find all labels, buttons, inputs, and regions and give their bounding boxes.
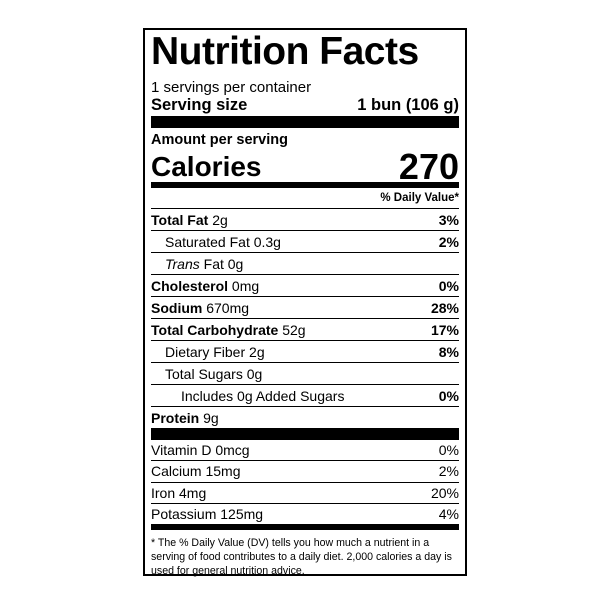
nutrient-name: Total Fat	[151, 212, 209, 228]
vitamin-amount: 4mg	[179, 484, 207, 501]
daily-value: 20%	[430, 484, 459, 501]
nutrient: Trans Fat 0g	[151, 253, 243, 274]
nutrient-row: Total Fat 2g 3%	[151, 209, 459, 231]
nutrient-amount: 0g	[246, 366, 263, 382]
daily-value: 0%	[438, 442, 459, 458]
servings: 1 servings per container	[151, 79, 312, 96]
vitamin: Vitamin D 0mcg	[151, 440, 250, 460]
nutrient-name: Sodium	[151, 300, 203, 316]
nutrient: Total Fat 2g	[151, 209, 228, 230]
serving-size-label: Serving size	[151, 96, 248, 114]
nutrient: Total Sugars 0g	[151, 363, 262, 384]
vitamins: Vitamin D 0mcg 0% Calcium 15mg 2% Iron 4mg 20…	[151, 440, 459, 524]
calories: Calories 270	[151, 146, 459, 187]
title: Nutrition Facts	[151, 30, 419, 73]
vitamin: Potassium 125mg	[151, 504, 263, 524]
vitamin-amount: 15mg	[205, 463, 241, 480]
nutrient-amount: 670mg	[206, 300, 250, 316]
vitamin-row: Potassium 125mg 4%	[151, 504, 459, 524]
nutrient-name: Total Carbohydrate	[151, 322, 279, 338]
amount-label: Amount per serving	[151, 132, 288, 148]
dv-header: % Daily Value*	[151, 188, 459, 209]
vitamin-amount: 125mg	[220, 505, 264, 522]
daily-value: 17%	[430, 322, 459, 338]
nutrient-amount: 0.3g	[253, 234, 281, 250]
footnote: * The % Daily Value (DV) tells you how m…	[151, 537, 452, 578]
vitamin-row: Vitamin D 0mcg 0%	[151, 440, 459, 462]
nutrition-label: Nutrition Facts 1 servings per container…	[143, 28, 467, 578]
vitamin-name: Potassium	[151, 505, 217, 522]
nutrient: Sodium 670mg	[151, 297, 249, 318]
nutrient-amount: 52g	[282, 322, 306, 338]
vitamin: Iron 4mg	[151, 483, 206, 503]
nutrient-name: Total Sugars	[165, 366, 243, 382]
daily-value: 8%	[438, 344, 459, 360]
nutrient-row: Total Sugars 0g	[151, 363, 459, 385]
daily-value: 2%	[438, 234, 459, 250]
nutrient-name: Fat	[203, 256, 224, 272]
nutrient-row: Sodium 670mg 28%	[151, 297, 459, 319]
daily-value: 0%	[438, 278, 459, 294]
nutrient: Dietary Fiber 2g	[151, 341, 265, 362]
nutrient-row: Saturated Fat 0.3g 2%	[151, 231, 459, 253]
nutrient-name: Protein	[151, 410, 200, 426]
calories-value: 270	[398, 146, 459, 187]
nutrient-row: Trans Fat 0g	[151, 253, 459, 275]
nutrient-row: Total Carbohydrate 52g 17%	[151, 319, 459, 341]
nutrient: Cholesterol 0mg	[151, 275, 259, 296]
divider	[151, 116, 459, 128]
divider	[151, 428, 459, 440]
nutrient-name: Dietary Fiber	[165, 344, 246, 360]
nutrient: Total Carbohydrate 52g	[151, 319, 306, 340]
vitamin-name: Vitamin D	[151, 442, 212, 458]
daily-value: 3%	[438, 212, 459, 228]
daily-value: 28%	[430, 300, 459, 316]
daily-value: 2%	[438, 463, 459, 480]
serving-size: Serving size 1 bun (106 g)	[151, 96, 459, 116]
nutrient: Saturated Fat 0.3g	[151, 231, 281, 252]
daily-value: 4%	[438, 505, 459, 522]
divider	[151, 182, 459, 188]
nutrient-name: Cholesterol	[151, 278, 229, 294]
nutrient-amount: 0mg	[231, 278, 260, 294]
nutrient: Includes 0g Added Sugars	[151, 385, 344, 406]
nutrient-amount: 9g	[203, 410, 219, 426]
vitamin-row: Iron 4mg 20%	[151, 483, 459, 504]
nutrient-amount: 0g	[227, 256, 244, 272]
divider	[151, 524, 459, 531]
vitamin-name: Iron	[151, 484, 176, 501]
vitamin-name: Calcium	[151, 463, 202, 480]
nutrient-row: Includes 0g Added Sugars 0%	[151, 385, 459, 407]
nutrient-row: Cholesterol 0mg 0%	[151, 275, 459, 297]
serving-size-value: 1 bun (106 g)	[357, 96, 459, 114]
nutrient-name: Saturated Fat	[165, 234, 250, 250]
nutrient-amount: 2g	[212, 212, 228, 228]
nutrient-amount: 2g	[249, 344, 265, 360]
nutrient-prefix: Trans	[165, 256, 200, 272]
nutrient: Protein 9g	[151, 407, 219, 428]
nutrient-row: Dietary Fiber 2g 8%	[151, 341, 459, 363]
nutrient-name: Includes 0g Added Sugars	[181, 388, 345, 404]
vitamin-amount: 0mcg	[215, 442, 250, 458]
nutrients: Total Fat 2g 3% Saturated Fat 0.3g 2% Trans …	[151, 209, 459, 428]
vitamin-row: Calcium 15mg 2%	[151, 461, 459, 483]
calories-label: Calories	[151, 151, 262, 182]
daily-value: 0%	[438, 388, 459, 404]
nutrient-row: Protein 9g	[151, 407, 459, 428]
vitamin: Calcium 15mg	[151, 461, 241, 481]
